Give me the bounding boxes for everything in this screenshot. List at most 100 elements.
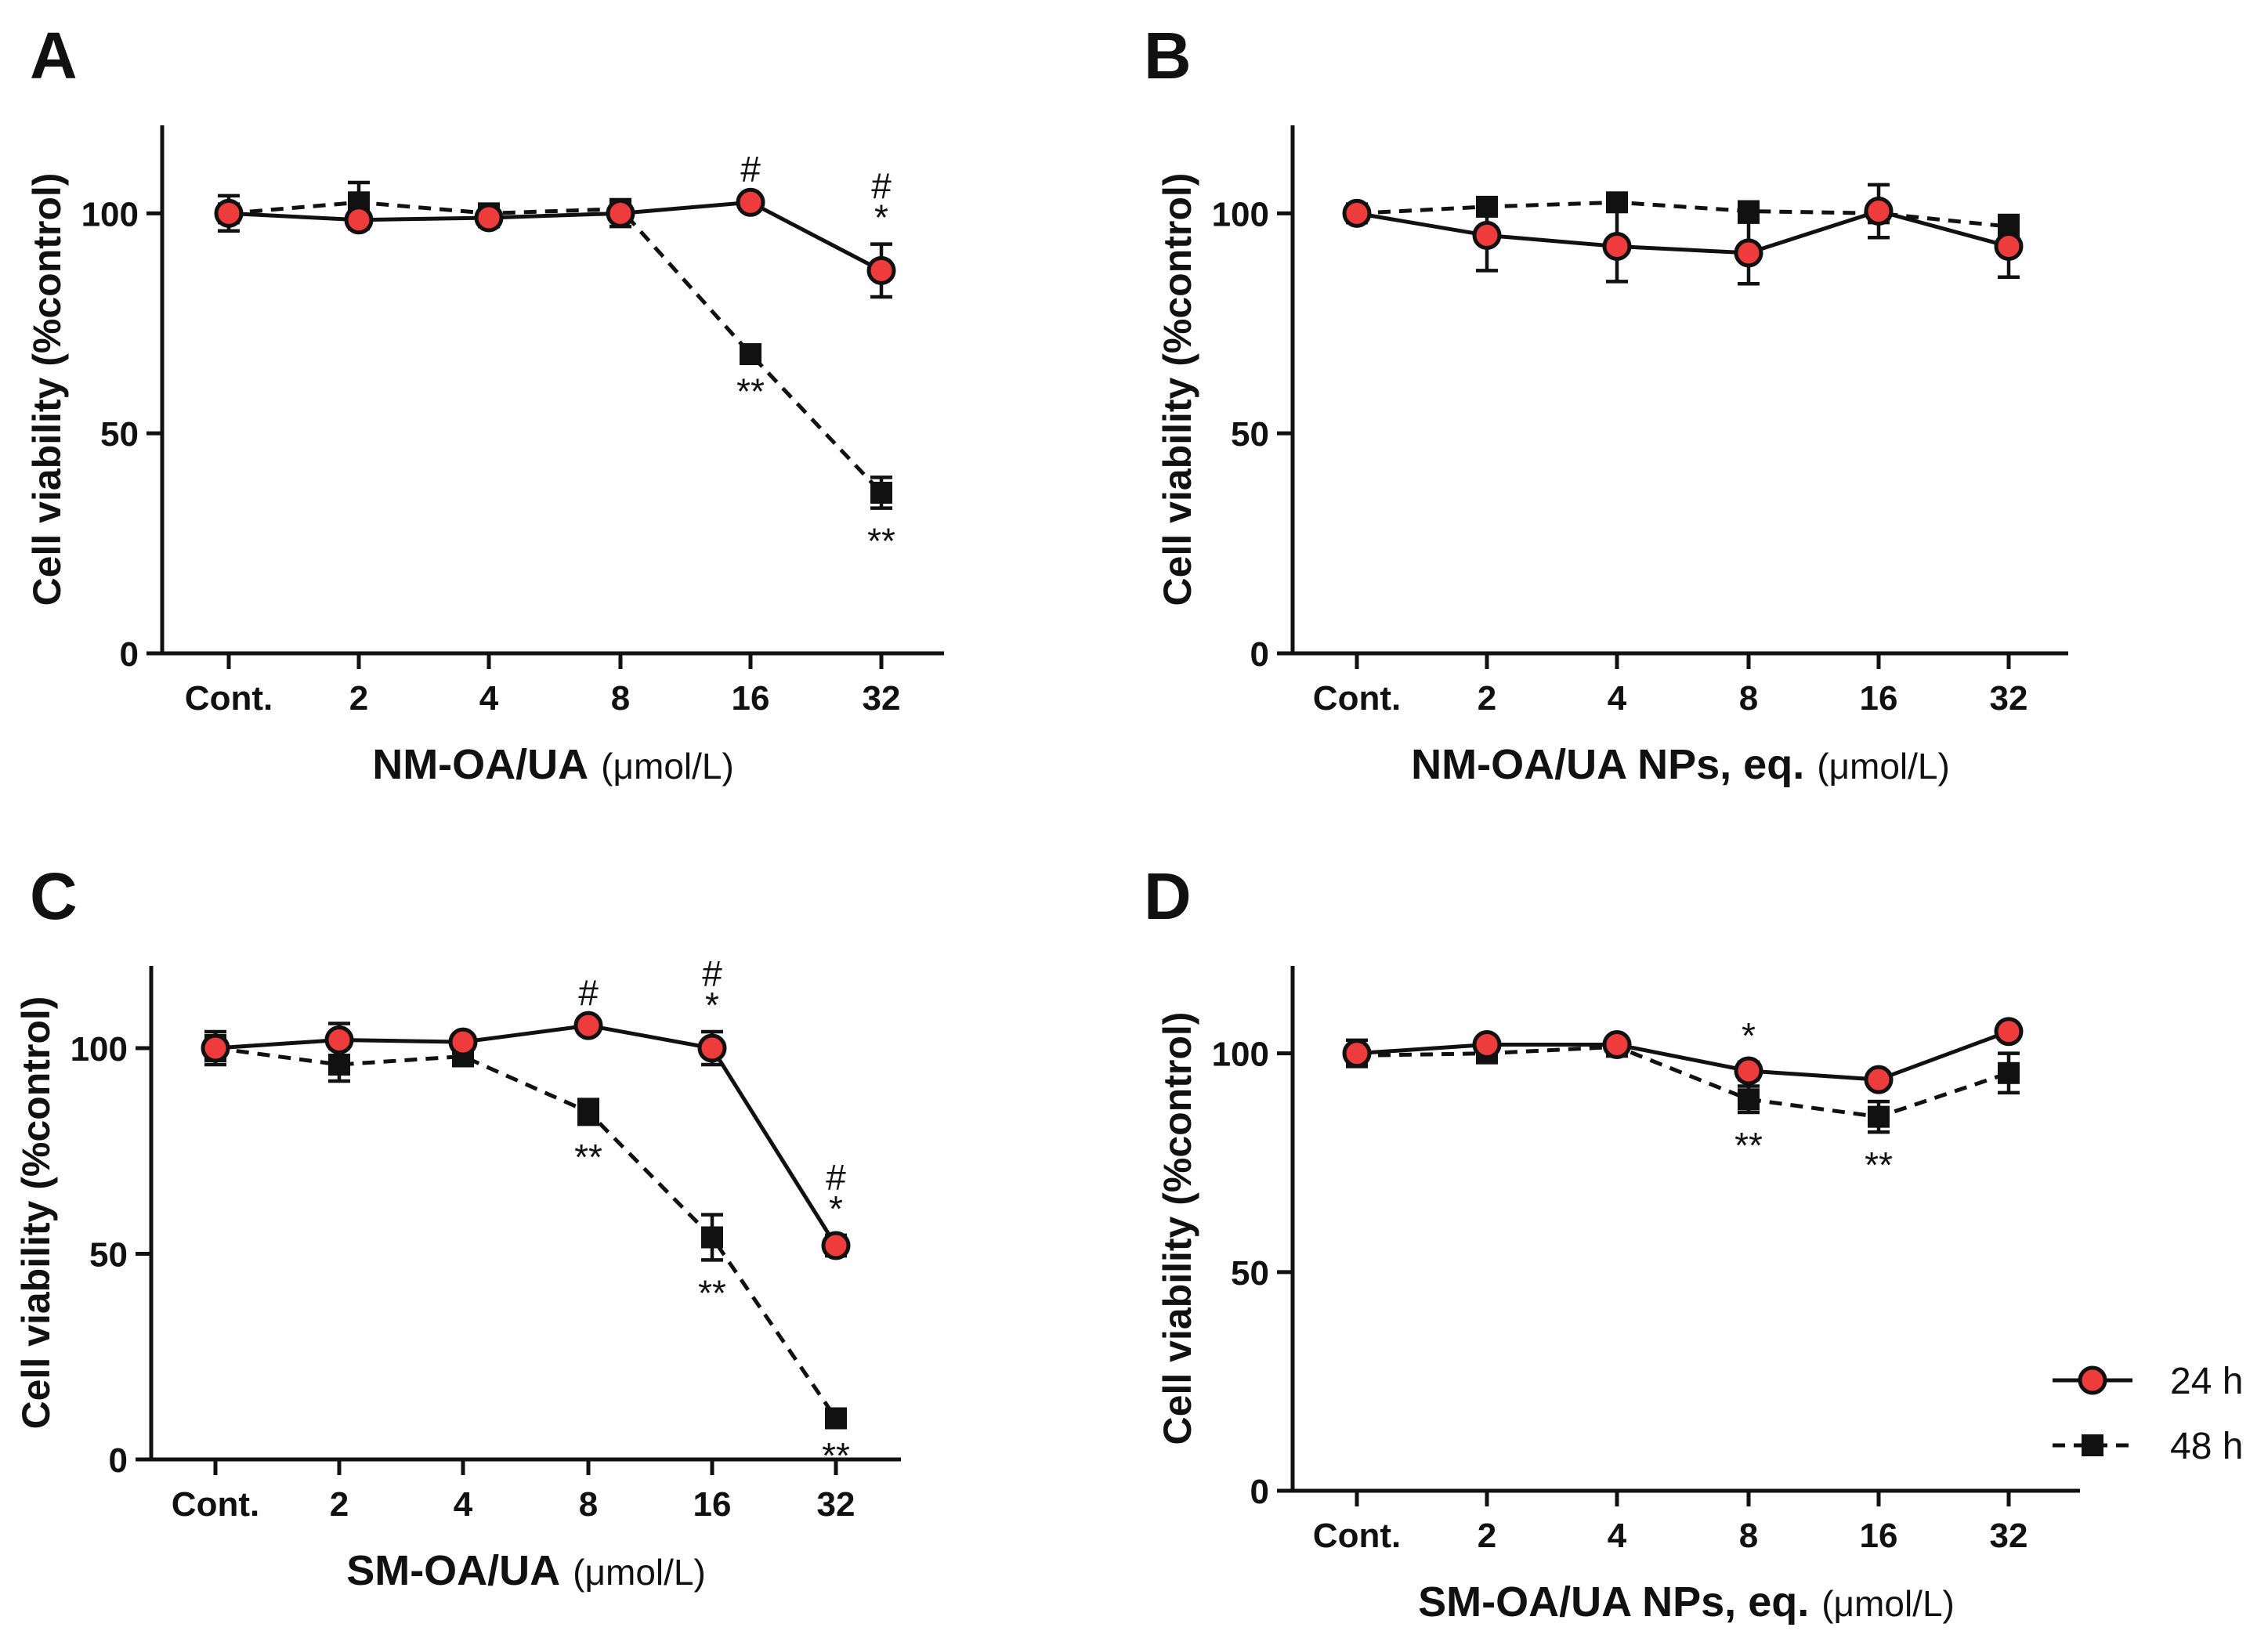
data-point — [606, 198, 635, 228]
data-point — [1734, 1056, 1763, 1086]
x-tick-label: 16 — [732, 679, 770, 718]
y-tick-label: 50 — [1231, 415, 1269, 454]
data-point — [870, 481, 892, 504]
x-tick-label: 2 — [330, 1485, 349, 1524]
x-tick-label: 4 — [1608, 679, 1627, 718]
x-tick-label: 4 — [454, 1485, 473, 1524]
significance-mark: * — [705, 985, 719, 1025]
y-axis-title: Cell viability (%control) — [14, 996, 58, 1430]
legend-label-48h: 48 h — [2170, 1426, 2243, 1467]
data-point — [1998, 1061, 2020, 1084]
significance-mark: ** — [1865, 1145, 1893, 1185]
data-point — [866, 255, 896, 285]
data-point — [573, 1011, 603, 1040]
series-24h — [214, 187, 896, 299]
series-48h — [1346, 1036, 2020, 1134]
x-axis-title-unit: (μmol/L) — [1821, 1583, 1955, 1624]
y-tick-label: 0 — [1250, 635, 1269, 674]
data-point — [577, 1101, 599, 1123]
y-tick-label: 0 — [109, 1441, 128, 1480]
data-point — [1738, 200, 1760, 222]
significance-mark: * — [1742, 1015, 1756, 1056]
data-point — [474, 203, 504, 233]
significance-mark: * — [829, 1188, 843, 1229]
y-tick-label: 100 — [81, 195, 139, 233]
x-axis-title-main: NM-OA/UA — [372, 741, 588, 788]
series-line — [1356, 200, 2009, 229]
legend: 24 h 48 h — [2053, 1361, 2243, 1467]
data-point — [821, 1231, 851, 1260]
data-point — [1864, 1065, 1894, 1094]
x-axis-title-main: SM-OA/UA NPs, eq. — [1418, 1578, 1809, 1625]
x-axis-title: SM-OA/UA (μmol/L) — [346, 1547, 706, 1594]
y-tick-label: 50 — [100, 415, 139, 454]
data-point — [697, 1033, 727, 1063]
panel-a: A 0 50 100 Cont. 2 4 8 16 32 NM-OA/UA (μmol/L) Cell … — [25, 19, 944, 788]
data-point — [1472, 1030, 1502, 1059]
data-point — [1864, 197, 1894, 226]
x-tick-label: Cont. — [172, 1485, 259, 1524]
y-tick-label: 100 — [71, 1030, 128, 1069]
data-point — [1994, 231, 2024, 261]
y-tick-label: 0 — [1250, 1473, 1269, 1511]
data-point — [344, 205, 374, 235]
panels: A 0 50 100 Cont. 2 4 8 16 32 NM-OA/UA (μmol/L) Cell … — [14, 19, 2080, 1625]
significance-mark: # — [871, 166, 892, 207]
data-point — [214, 198, 244, 228]
series-line — [1356, 1044, 2009, 1119]
series-48h — [218, 180, 892, 510]
data-point — [1342, 198, 1372, 228]
data-point — [1734, 238, 1763, 268]
series-line — [215, 1046, 838, 1419]
x-tick-label: 4 — [1608, 1517, 1627, 1555]
x-tick-label: Cont. — [1313, 1517, 1401, 1555]
y-tick-label: 100 — [1212, 195, 1269, 233]
data-point — [1994, 1017, 2024, 1047]
panel-letter: B — [1144, 19, 1192, 92]
data-point — [825, 1407, 847, 1430]
data-point — [1738, 1088, 1760, 1111]
series-line — [1356, 1029, 2009, 1082]
y-axis-title: Cell viability (%control) — [25, 173, 69, 606]
series-48h — [204, 1034, 847, 1430]
series-24h — [201, 1011, 851, 1260]
y-tick-label: 100 — [1212, 1036, 1269, 1074]
x-axis-title-main: NM-OA/UA NPs, eq. — [1411, 741, 1804, 788]
x-tick-label: 16 — [693, 1485, 732, 1524]
x-tick-label: 8 — [1739, 679, 1758, 718]
significance-mark: ** — [736, 371, 765, 412]
significance-mark: ** — [574, 1137, 602, 1177]
x-tick-label: Cont. — [1313, 679, 1401, 718]
x-tick-label: 32 — [817, 1485, 855, 1524]
x-tick-label: 2 — [349, 679, 368, 718]
data-point — [1472, 220, 1502, 250]
data-point — [448, 1027, 478, 1057]
x-axis-title: NM-OA/UA (μmol/L) — [372, 741, 734, 788]
series-line — [228, 200, 883, 494]
panel-letter: C — [30, 859, 78, 933]
x-axis-title: NM-OA/UA NPs, eq. (μmol/L) — [1411, 741, 1950, 788]
x-tick-label: 16 — [1860, 679, 1898, 718]
x-axis-title-unit: (μmol/L) — [1817, 746, 1950, 787]
x-axis-title-unit: (μmol/L) — [601, 746, 734, 787]
series-line — [1356, 208, 2009, 255]
x-tick-label: 32 — [863, 679, 901, 718]
x-tick-label: 2 — [1478, 679, 1496, 718]
legend-marker-24h — [2078, 1365, 2107, 1395]
legend-label-24h: 24 h — [2170, 1361, 2243, 1402]
legend-marker-48h — [2082, 1434, 2103, 1456]
series-24h — [1342, 1017, 2024, 1094]
data-point — [1602, 231, 1632, 261]
x-axis-title-unit: (μmol/L) — [573, 1552, 706, 1593]
panel-c: C 0 50 100 Cont. 2 4 8 16 32 SM-OA/UA (μmol/L) Cell … — [14, 859, 901, 1594]
panel-d: D 0 50 100 Cont. 2 4 8 16 32 SM-OA/UA NPs, eq. (μmo… — [1144, 859, 2080, 1625]
y-tick-label: 50 — [89, 1236, 128, 1275]
y-tick-label: 50 — [1231, 1254, 1269, 1293]
series-24h — [1342, 183, 2024, 286]
data-point — [201, 1033, 230, 1063]
significance-mark: * — [874, 197, 888, 238]
data-point — [1602, 1030, 1632, 1059]
y-axis-title: Cell viability (%control) — [1156, 1012, 1199, 1445]
x-tick-label: 4 — [479, 679, 499, 718]
